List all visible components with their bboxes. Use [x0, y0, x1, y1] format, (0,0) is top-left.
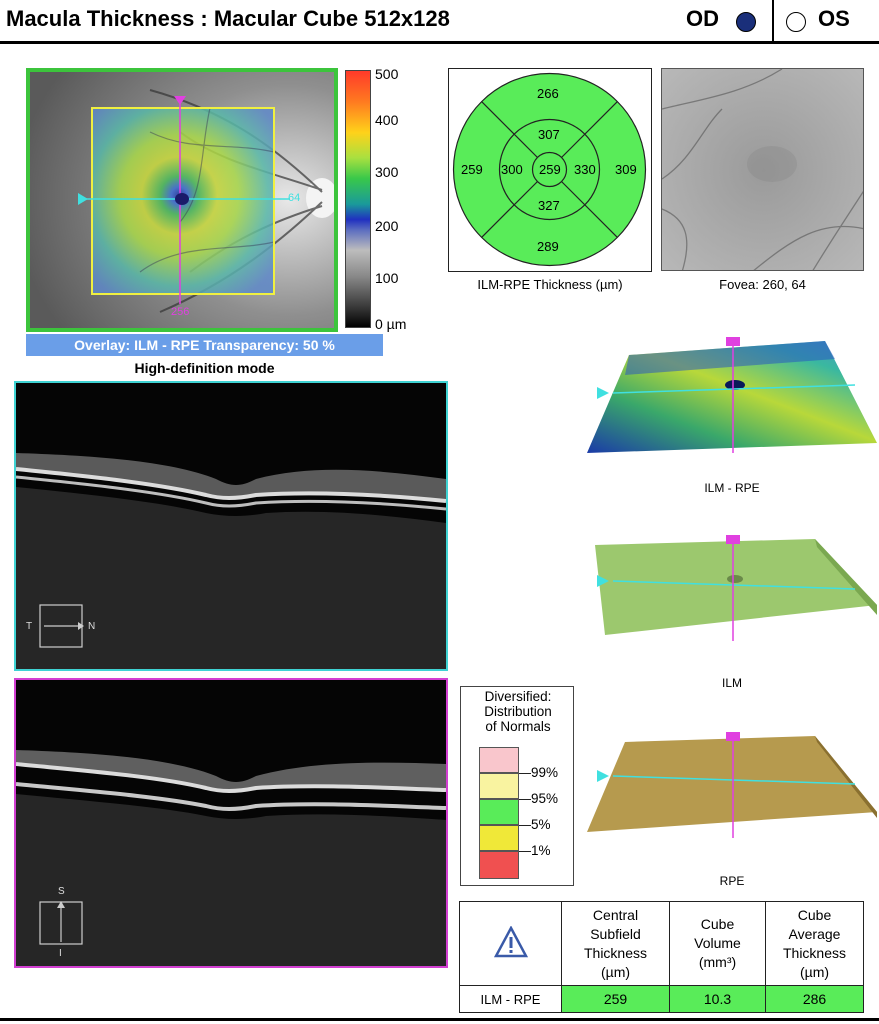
- value-cube-volume: 10.3: [669, 985, 766, 1013]
- surface-ilm-rpe-label: ILM - RPE: [704, 481, 760, 495]
- surface-ilm[interactable]: [585, 535, 879, 645]
- orient-superior-label: S: [58, 886, 65, 897]
- overlay-selector[interactable]: Overlay: ILM - RPE Transparency: 50 %: [26, 334, 383, 356]
- orient-nasal-label: N: [88, 621, 96, 632]
- etdrs-outer-temporal: 259: [461, 162, 483, 177]
- normative-label-99: 99%: [531, 765, 559, 780]
- page-title: Macula Thickness : Macular Cube 512x128: [6, 6, 450, 31]
- fundus-vertical-marker: 256: [171, 306, 190, 318]
- normative-tick: [519, 851, 531, 852]
- row-label: ILM - RPE: [459, 985, 562, 1013]
- header-central-subfield: Central Subfield Thickness (µm): [561, 901, 670, 986]
- colorbar-label-200: 200: [375, 218, 399, 234]
- header-line: (µm): [600, 963, 631, 980]
- header-line: Average: [788, 925, 841, 942]
- normative-swatch-above-99: [479, 747, 519, 773]
- normative-title-line-2: Distribution: [484, 704, 552, 719]
- normative-swatch-5-95: [479, 799, 519, 825]
- etdrs-outer-superior: 266: [537, 86, 559, 101]
- header-line: Thickness: [782, 944, 847, 961]
- normative-title-line-3: of Normals: [485, 719, 551, 734]
- footer-rule: [0, 1018, 879, 1021]
- header-line: Cube: [700, 916, 735, 932]
- colorbar-label-100: 100: [375, 270, 399, 286]
- summary-header-row: Central Subfield Thickness (µm) Cube Vol…: [459, 901, 864, 986]
- normative-tick: [519, 825, 531, 826]
- normative-distribution-legend: Diversified: Distribution of Normals 99%…: [460, 686, 574, 886]
- os-radio-icon[interactable]: [786, 12, 806, 32]
- fovea-fundus-image[interactable]: [661, 68, 864, 271]
- fovea-caption: Fovea: 260, 64: [719, 277, 806, 292]
- orient-temporal-label: T: [26, 621, 33, 632]
- surface-rpe[interactable]: [585, 732, 879, 842]
- normative-tick: [519, 799, 531, 800]
- header-line: Central: [592, 906, 639, 923]
- od-label: OD: [686, 6, 719, 31]
- value-cube-average-thickness: 286: [765, 985, 864, 1013]
- value-central-subfield: 259: [561, 985, 670, 1013]
- eye-divider: [772, 0, 774, 41]
- report-header: Macula Thickness : Macular Cube 512x128 …: [0, 0, 879, 44]
- scan-mode-label: High-definition mode: [134, 360, 275, 376]
- header-cube-average-thickness: Cube Average Thickness (µm): [765, 901, 864, 986]
- colorbar-label-500: 500: [375, 66, 399, 82]
- header-line: (mm³): [698, 954, 737, 970]
- etdrs-outer-nasal: 309: [615, 162, 637, 177]
- horizontal-bscan[interactable]: T N: [14, 381, 448, 671]
- summary-table: Central Subfield Thickness (µm) Cube Vol…: [459, 901, 864, 1013]
- header-line: Cube: [797, 906, 832, 923]
- warning-cell: [459, 901, 562, 986]
- etdrs-caption: ILM-RPE Thickness (µm): [477, 277, 623, 292]
- warning-triangle-icon: [493, 925, 528, 958]
- normative-label-1: 1%: [531, 843, 551, 858]
- normative-label-5: 5%: [531, 817, 551, 832]
- thickness-colorbar: [345, 70, 371, 328]
- os-label: OS: [818, 6, 850, 31]
- colorbar-label-0: 0 µm: [375, 316, 407, 332]
- etdrs-outer-inferior: 289: [537, 239, 559, 254]
- normative-title-line-1: Diversified:: [484, 689, 552, 704]
- summary-data-row: ILM - RPE 259 10.3 286: [459, 985, 864, 1013]
- orient-inferior-label: I: [59, 948, 62, 959]
- header-line: Subfield: [590, 925, 641, 942]
- normative-title: Diversified: Distribution of Normals: [461, 689, 575, 734]
- etdrs-center: 259: [539, 162, 561, 177]
- header-line: Thickness: [583, 944, 648, 961]
- fundus-horizontal-marker: 64: [288, 192, 301, 204]
- surface-ilm-rpe[interactable]: [585, 335, 879, 455]
- fundus-thickness-map[interactable]: 64 256: [26, 68, 338, 332]
- header-line: (µm): [799, 963, 830, 980]
- etdrs-inner-temporal: 300: [501, 162, 523, 177]
- header-cube-volume: Cube Volume (mm³): [669, 901, 766, 986]
- vertical-bscan[interactable]: S I: [14, 678, 448, 968]
- header-line: Volume: [694, 935, 741, 951]
- colorbar-label-400: 400: [375, 112, 399, 128]
- etdrs-thickness-grid: 266 307 259 300 259 330 309 327 289: [448, 68, 652, 272]
- od-radio-icon[interactable]: [736, 12, 756, 32]
- colorbar-label-300: 300: [375, 164, 399, 180]
- normative-swatch-1-5: [479, 825, 519, 851]
- normative-swatch-95-99: [479, 773, 519, 799]
- etdrs-inner-nasal: 330: [574, 162, 596, 177]
- etdrs-inner-superior: 307: [538, 127, 560, 142]
- normative-tick: [519, 773, 531, 774]
- normative-label-95: 95%: [531, 791, 559, 806]
- normative-swatch-below-1: [479, 851, 519, 879]
- surface-ilm-label: ILM: [721, 676, 742, 690]
- etdrs-inner-inferior: 327: [538, 198, 560, 213]
- surface-rpe-label: RPE: [719, 874, 745, 888]
